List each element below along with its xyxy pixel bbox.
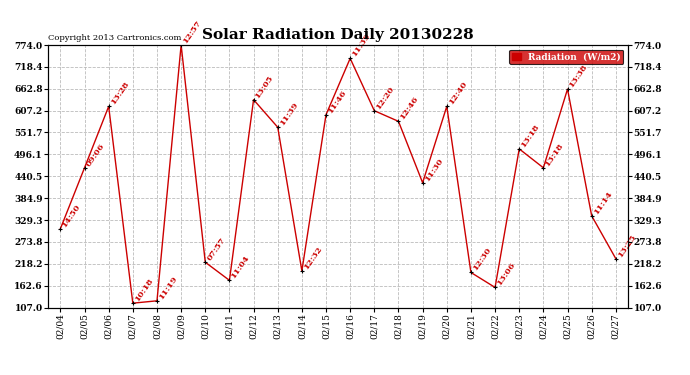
Legend: Radiation  (W/m2): Radiation (W/m2)	[509, 50, 623, 64]
Text: 12:30: 12:30	[471, 246, 493, 273]
Title: Solar Radiation Daily 20130228: Solar Radiation Daily 20130228	[202, 28, 474, 42]
Text: 07:57: 07:57	[206, 236, 227, 262]
Text: 12:32: 12:32	[302, 245, 324, 271]
Text: 13:18: 13:18	[520, 123, 541, 149]
Text: 13:25: 13:25	[616, 232, 638, 259]
Text: Copyright 2013 Cartronics.com: Copyright 2013 Cartronics.com	[48, 34, 181, 42]
Text: 11:14: 11:14	[592, 189, 613, 216]
Text: 12:46: 12:46	[399, 95, 420, 122]
Text: 14:50: 14:50	[61, 202, 82, 229]
Text: 12:57: 12:57	[181, 19, 203, 45]
Text: 10:18: 10:18	[133, 277, 155, 303]
Text: 11:39: 11:39	[278, 101, 299, 127]
Text: 13:05: 13:05	[254, 74, 275, 100]
Text: 11:04: 11:04	[230, 254, 251, 280]
Text: 09:06: 09:06	[85, 142, 106, 168]
Text: 12:20: 12:20	[375, 85, 396, 111]
Text: 13:28: 13:28	[109, 80, 130, 106]
Text: 12:40: 12:40	[447, 80, 469, 106]
Text: 11:19: 11:19	[157, 274, 179, 301]
Text: 11:30: 11:30	[423, 156, 444, 183]
Text: 11:46: 11:46	[326, 88, 348, 115]
Text: 11:39: 11:39	[351, 32, 372, 58]
Text: 13:18: 13:18	[544, 141, 565, 168]
Text: 13:06: 13:06	[495, 261, 517, 287]
Text: 13:38: 13:38	[568, 63, 589, 89]
